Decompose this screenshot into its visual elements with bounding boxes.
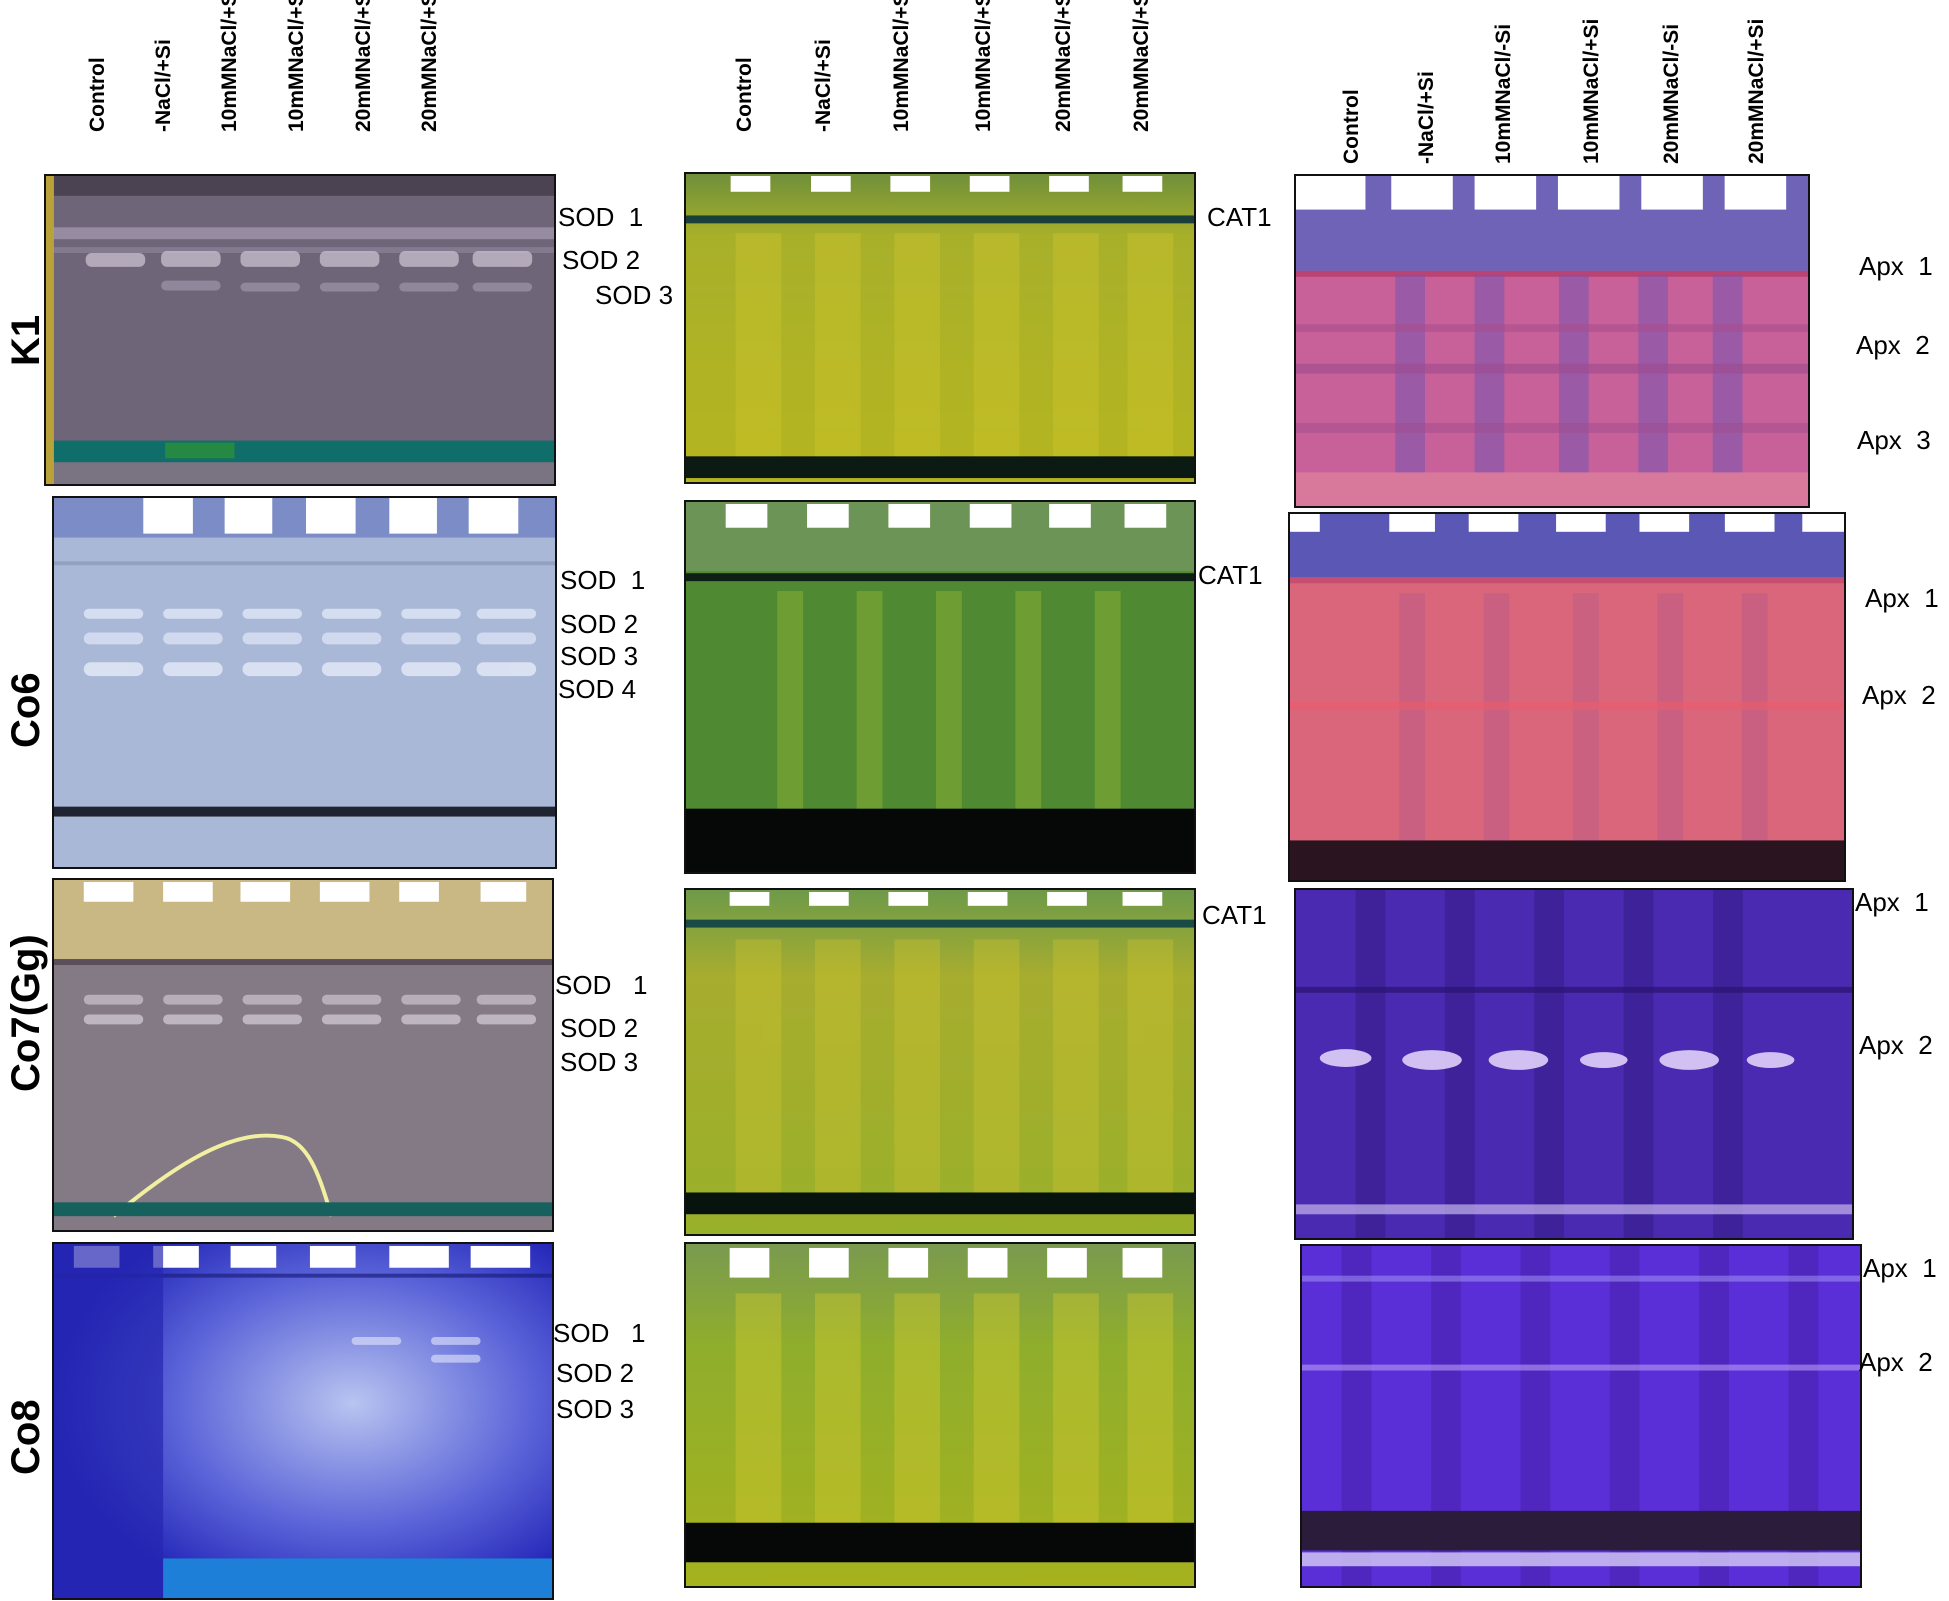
- apx-lane-label: Control: [1340, 89, 1363, 164]
- row-label-co8: Co8: [4, 1399, 48, 1475]
- cat-band-label: CAT1: [1198, 560, 1263, 590]
- row-label-k1: K1: [4, 314, 48, 366]
- sod-band-label: SOD 4: [558, 674, 637, 704]
- apx-gel-co8: [1300, 1244, 1862, 1588]
- cat-lane-label: 20mMNaCl/+Si: [1052, 0, 1075, 132]
- apx-band-label: Apx 2: [1862, 680, 1936, 710]
- cat-lane-label: Control: [733, 57, 756, 132]
- cat-gel-co8: [684, 1242, 1196, 1588]
- cat-lane-label: 20mMNaCl/+Si: [1130, 0, 1153, 132]
- sod-gel-co8: [52, 1242, 554, 1600]
- cat-gel-co7: [684, 888, 1196, 1236]
- apx-band-label: Apx 2: [1856, 330, 1930, 360]
- sod-gel-k1: [44, 174, 556, 486]
- sod-lane-label: -NaCl/+Si: [152, 39, 175, 132]
- apx-lane-label: 20mMNaCl/+Si: [1745, 18, 1768, 164]
- sod-band-label: SOD 2: [560, 609, 639, 639]
- sod-band-label: SOD 1: [555, 970, 648, 1000]
- apx-band-label: Apx 1: [1863, 1253, 1937, 1283]
- row-label-co7: Co7(Gg): [4, 934, 48, 1092]
- cat-lane-label: 10mMNaCl/+Si: [890, 0, 913, 132]
- row-label-co6: Co6: [4, 672, 48, 748]
- sod-gel-co6: [52, 496, 557, 869]
- apx-band-label: Apx 2: [1859, 1030, 1933, 1060]
- cat-band-label: CAT1: [1207, 202, 1272, 232]
- sod-band-label: SOD 2: [556, 1358, 635, 1388]
- sod-band-label: SOD 2: [560, 1013, 639, 1043]
- apx-gel-co7: [1294, 888, 1854, 1240]
- apx-band-label: Apx 2: [1859, 1347, 1933, 1377]
- apx-lane-label: -NaCl/+Si: [1415, 71, 1438, 164]
- apx-lane-label: 20mMNaCl/-Si: [1660, 23, 1683, 164]
- apx-band-label: Apx 1: [1855, 887, 1929, 917]
- cat-lane-label: -NaCl/+Si: [812, 39, 835, 132]
- sod-band-label: SOD 3: [560, 1047, 639, 1077]
- sod-lane-label: 10mMNaCl/+Si: [285, 0, 308, 132]
- sod-band-label: SOD 3: [560, 641, 639, 671]
- cat-band-label: CAT1: [1202, 900, 1267, 930]
- apx-band-label: Apx 1: [1859, 251, 1933, 281]
- sod-band-label: SOD 1: [558, 202, 644, 232]
- sod-band-label: SOD 1: [553, 1318, 646, 1348]
- sod-lane-label: 20mMNaCl/+Si: [352, 0, 375, 132]
- cat-gel-k1: [684, 172, 1196, 484]
- apx-band-label: Apx 1: [1865, 583, 1939, 613]
- sod-band-label: SOD 1: [560, 565, 646, 595]
- apx-band-label: Apx 3: [1857, 425, 1931, 455]
- apx-lane-label: 10mMNaCl/-Si: [1492, 23, 1515, 164]
- cat-lane-label: 10mMNaCl/+Si: [972, 0, 995, 132]
- cat-gel-co6: [684, 500, 1196, 874]
- apx-gel-k1: [1294, 174, 1810, 508]
- sod-lane-label: Control: [86, 57, 109, 132]
- sod-lane-label: 10mMNaCl/+Si: [218, 0, 241, 132]
- sod-gel-co7: [52, 878, 554, 1232]
- sod-lane-label: 20mMNaCl/+Si: [418, 0, 441, 132]
- apx-lane-label: 10mMNaCl/+Si: [1580, 18, 1603, 164]
- sod-band-label: SOD 3: [595, 280, 674, 310]
- sod-band-label: SOD 2: [562, 245, 641, 275]
- sod-band-label: SOD 3: [556, 1394, 635, 1424]
- apx-gel-co6: [1288, 512, 1846, 882]
